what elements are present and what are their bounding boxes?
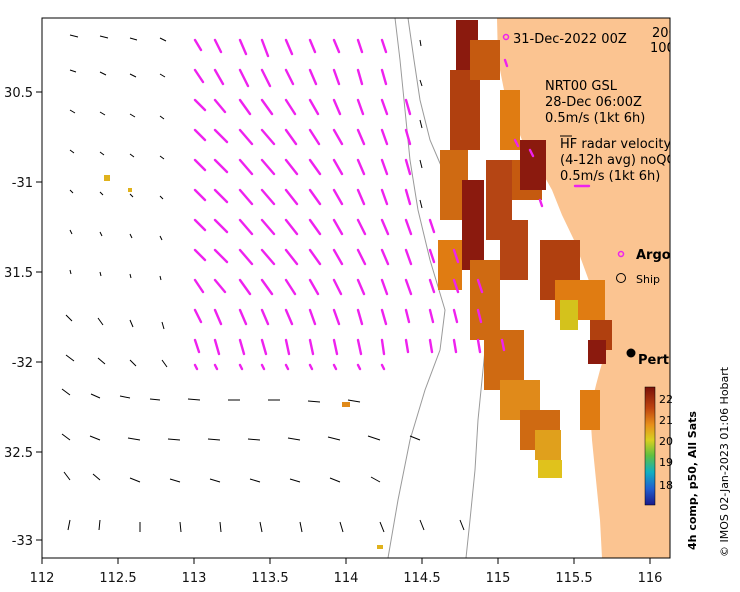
colorbar-tick: 19: [659, 456, 673, 469]
sst-composite: [104, 20, 612, 549]
perth-label: Perth: [638, 353, 678, 368]
x-tick-label: 113: [182, 571, 207, 586]
depth-label-1000: 1000m: [650, 41, 696, 56]
x-tick-label: 116: [638, 571, 663, 586]
y-tick-label: 31.5: [4, 266, 33, 281]
sst-colorbar: 22 21 20 19 18 4h comp, p50, All Sats: [644, 386, 699, 550]
x-tick-label: 115.5: [555, 571, 592, 586]
radar-label-3: 0.5m/s (1kt 6h): [560, 169, 660, 184]
x-tick-label: 112.5: [99, 571, 136, 586]
y-tick-label: 30.5: [4, 86, 33, 101]
x-tick-label: 114.5: [403, 571, 440, 586]
ship-label: Ship: [636, 273, 660, 286]
model-label-3: 0.5m/s (1kt 6h): [545, 111, 645, 126]
x-tick-label: 114: [334, 571, 359, 586]
colorbar-tick: 22: [659, 393, 673, 406]
colorbar-title: 4h comp, p50, All Sats: [686, 411, 699, 550]
x-tick-label: 115: [486, 571, 511, 586]
model-current-vectors: [61, 34, 572, 533]
date-label: 31-Dec-2022 00Z: [513, 32, 627, 47]
map-frame: [41, 17, 671, 559]
x-tick-label: 112: [30, 571, 55, 586]
colorbar-tick: 20: [659, 435, 673, 448]
colorbar-tick: 18: [659, 479, 673, 492]
contour-1000m: [387, 18, 446, 558]
credit-text: © IMOS 02-Jan-2023 01:06 Hobart: [718, 366, 731, 557]
y-axis: 30.5 -31 31.5 -32 32.5 -33: [4, 86, 42, 549]
x-tick-label: 113.5: [251, 571, 288, 586]
argo-label: Argo: [636, 248, 671, 263]
argo-floats: [502, 33, 625, 258]
perth-marker: [626, 348, 636, 358]
ship-marker: [616, 273, 626, 283]
radar-current-vectors: [193, 38, 591, 371]
y-tick-label: -33: [12, 534, 33, 549]
depth-label-200: 200m: [652, 26, 689, 41]
y-tick-label: 32.5: [4, 446, 33, 461]
y-tick-label: -31: [12, 176, 33, 191]
colorbar-tick: 21: [659, 414, 673, 427]
model-label-1: NRT00 GSL: [545, 79, 618, 94]
x-axis: 112 112.5 113 113.5 114 114.5 115 115.5 …: [30, 558, 663, 586]
model-label-2: 28-Dec 06:00Z: [545, 95, 642, 110]
radar-label-2: (4-12h avg) noQC: [560, 153, 676, 168]
y-tick-label: -32: [12, 356, 33, 371]
radar-label-1: HF radar velocity: [560, 137, 672, 152]
